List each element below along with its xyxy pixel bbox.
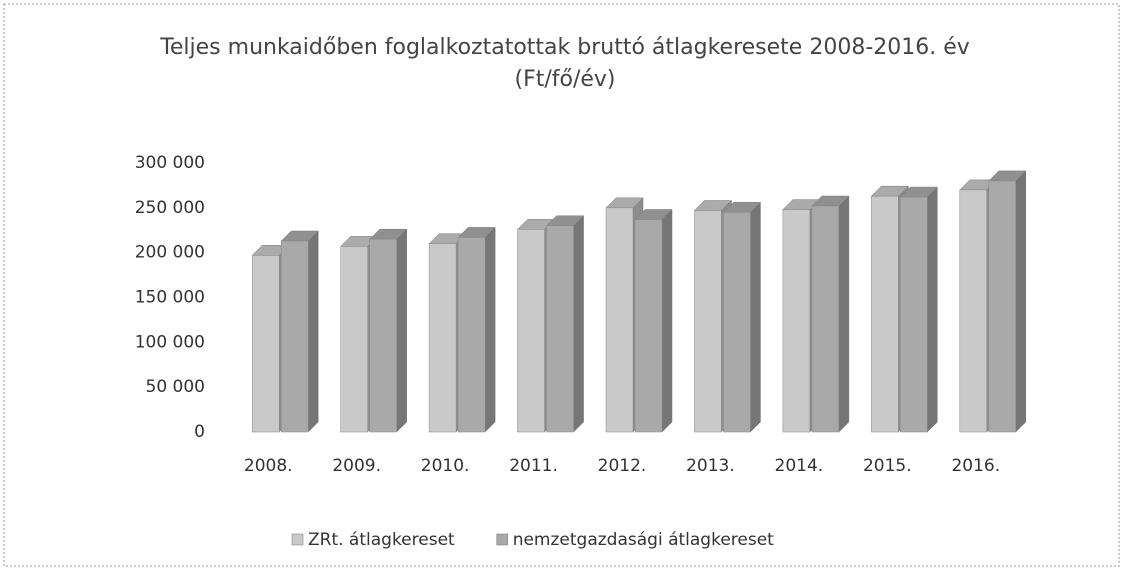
x-tick-label: 2011.	[509, 456, 558, 476]
legend-swatch	[496, 533, 508, 546]
bar-3d	[811, 195, 850, 433]
x-tick-label: 2016.	[951, 456, 1000, 476]
bar-side	[1015, 170, 1027, 433]
y-tick-label: 200 000	[135, 243, 205, 263]
legend-swatch	[291, 533, 304, 546]
bar-side	[573, 215, 584, 433]
bar	[694, 210, 722, 433]
bar	[782, 209, 811, 433]
y-tick-label: 100 000	[135, 332, 205, 352]
bar-3d	[369, 228, 408, 433]
bar	[280, 240, 309, 433]
bar	[811, 205, 840, 433]
bar	[634, 219, 663, 433]
bar-side	[307, 230, 319, 433]
y-tick-label: 0	[194, 422, 205, 442]
bar	[871, 195, 899, 433]
bar-3d	[899, 186, 938, 433]
x-tick-label: 2008.	[244, 456, 293, 476]
legend-label: nemzetgazdasági átlagkereset	[513, 530, 774, 550]
x-tick-label: 2009.	[332, 456, 381, 476]
bar	[457, 237, 486, 433]
bar	[369, 238, 397, 433]
bar	[723, 212, 751, 433]
x-tick-label: 2014.	[775, 456, 824, 476]
bar	[428, 243, 457, 433]
y-tick-label: 50 000	[146, 377, 205, 397]
x-tick-label: 2010.	[421, 456, 470, 476]
bar-3d	[545, 215, 585, 433]
bar	[546, 225, 574, 433]
bar	[988, 180, 1017, 433]
legend-label: ZRt. átlagkereset	[308, 530, 455, 550]
chart-title: Teljes munkaidőben foglalkoztatottak bru…	[159, 35, 970, 60]
x-tick-label: 2012.	[598, 456, 647, 476]
bar-side	[750, 201, 761, 433]
bar-side	[927, 186, 938, 433]
bar	[900, 196, 928, 433]
bar	[517, 229, 545, 433]
bar	[340, 246, 368, 433]
bar-3d	[988, 170, 1027, 433]
chart-subtitle: (Ft/fő/év)	[514, 67, 615, 92]
bar-3d	[634, 208, 673, 433]
bar-side	[838, 195, 850, 433]
bar-side	[484, 226, 496, 433]
y-tick-label: 250 000	[135, 198, 205, 218]
bar	[605, 207, 634, 433]
bar-side	[661, 208, 673, 433]
x-tick-label: 2013.	[686, 456, 735, 476]
x-tick-label: 2015.	[863, 456, 912, 476]
bar-3d	[722, 201, 762, 433]
bar-3d	[457, 226, 496, 433]
y-tick-label: 300 000	[135, 153, 205, 173]
bar-3d	[280, 230, 319, 433]
bar	[251, 255, 280, 433]
bar	[959, 189, 988, 433]
bar-side	[396, 228, 407, 433]
y-tick-label: 150 000	[135, 288, 205, 308]
